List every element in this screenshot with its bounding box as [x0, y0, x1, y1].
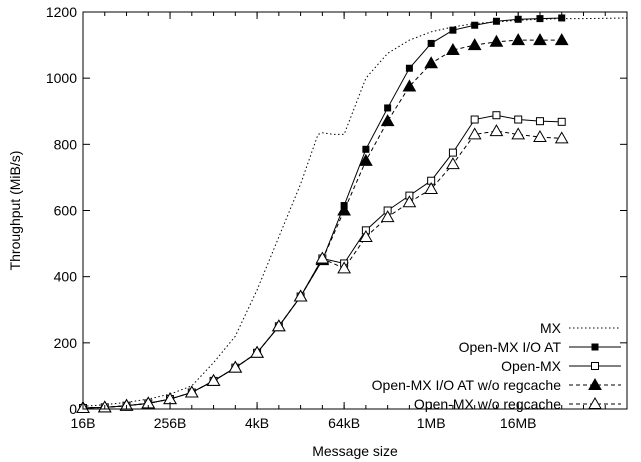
data-point — [554, 131, 569, 144]
data-point — [536, 15, 544, 23]
data-point — [467, 127, 482, 140]
data-point — [206, 373, 221, 386]
data-point — [467, 38, 482, 51]
data-point — [424, 181, 439, 194]
x-tick-label: 64kB — [328, 415, 360, 431]
x-axis-title: Message size — [312, 443, 398, 459]
data-point — [228, 360, 243, 373]
data-point — [554, 33, 569, 46]
data-point — [449, 26, 457, 34]
x-tick-label: 4kB — [245, 415, 269, 431]
legend-swatch-marker — [591, 343, 599, 351]
data-point — [557, 117, 566, 126]
data-point — [511, 33, 526, 46]
data-point — [380, 114, 395, 127]
legend-swatch-marker — [591, 362, 599, 370]
y-tick-label: 600 — [54, 203, 78, 219]
legend-item: Open-MX — [501, 358, 621, 374]
x-tick-label: 1MB — [417, 415, 446, 431]
legend-swatch-marker — [588, 377, 602, 390]
data-point — [402, 195, 417, 208]
legend-label: Open-MX I/O AT — [459, 339, 562, 355]
data-point — [511, 127, 526, 140]
series-line — [82, 17, 628, 407]
ticks-layer: 0 200 400 600 800 1000 1200 16B 256B 4kB 64kB 1MB 16… — [46, 4, 628, 431]
legend-item: Open-MX w/o regcache — [414, 396, 621, 412]
legend-swatch-marker — [588, 396, 602, 409]
series-layer — [76, 14, 628, 414]
legend-item: Open-MX I/O AT — [459, 339, 621, 355]
data-point — [119, 398, 134, 411]
legend-item: MX — [540, 320, 621, 336]
data-point — [489, 34, 504, 47]
data-point — [337, 261, 351, 274]
data-point — [362, 145, 370, 153]
legend-label: Open-MX I/O AT w/o regcache — [372, 377, 562, 393]
legend-label: Open-MX — [501, 358, 562, 374]
legend-label: Open-MX w/o regcache — [414, 396, 561, 412]
data-point — [424, 56, 439, 69]
data-point — [315, 251, 330, 264]
data-point — [405, 64, 413, 72]
data-point — [184, 385, 199, 398]
series-line — [82, 130, 562, 409]
y-tick-label: 800 — [54, 136, 78, 152]
data-point — [533, 33, 547, 46]
data-point — [535, 117, 544, 126]
data-point — [471, 21, 479, 29]
series-3 — [76, 33, 569, 414]
data-point — [271, 319, 286, 332]
x-tick-label: 16MB — [500, 415, 537, 431]
data-point — [250, 345, 264, 358]
x-tick-label: 16B — [71, 415, 96, 431]
data-point — [470, 115, 479, 124]
series-4 — [76, 124, 569, 414]
data-point — [384, 104, 392, 112]
data-point — [427, 39, 435, 47]
data-point — [489, 124, 504, 137]
data-point — [446, 157, 460, 170]
data-point — [492, 111, 501, 120]
y-tick-label: 400 — [54, 269, 78, 285]
data-point — [293, 289, 308, 302]
data-point — [492, 17, 500, 25]
legend: MX Open-MX I/O AT Open-MX Open-MX I/O AT w/… — [372, 320, 621, 412]
data-point — [448, 148, 457, 157]
y-tick-label: 1200 — [46, 4, 77, 20]
data-point — [446, 43, 460, 56]
data-point — [514, 115, 523, 124]
data-point — [337, 203, 351, 216]
series-0 — [82, 17, 628, 407]
data-point — [359, 153, 373, 166]
data-point — [380, 210, 395, 223]
data-point — [359, 229, 373, 242]
y-axis-title: Throughput (MiB/s) — [7, 151, 23, 271]
y-tick-label: 0 — [69, 401, 77, 417]
data-point — [533, 130, 547, 143]
data-point — [402, 79, 417, 92]
y-tick-label: 1000 — [46, 70, 77, 86]
y-tick-label: 200 — [54, 335, 78, 351]
x-tick-label: 256B — [154, 415, 187, 431]
legend-item: Open-MX I/O AT w/o regcache — [372, 377, 621, 393]
legend-label: MX — [540, 320, 562, 336]
